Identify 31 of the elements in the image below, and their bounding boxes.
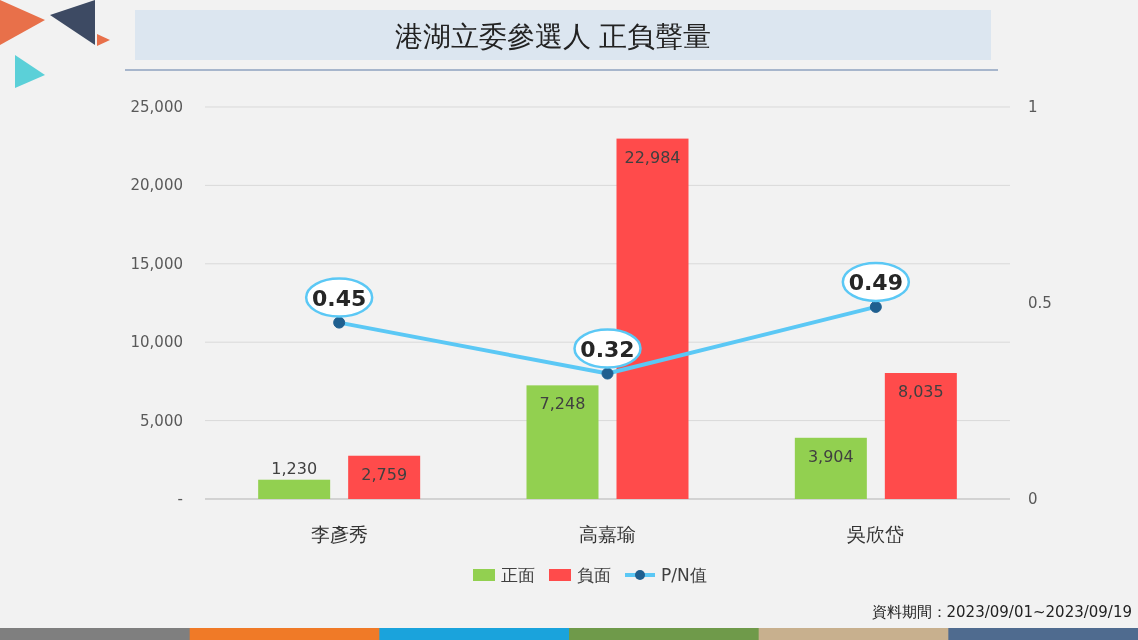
data-label: 8,035 [897, 382, 944, 402]
y2-tick-label: 0.5 [1028, 294, 1052, 312]
chart-title: 港湖立委參選人 正負聲量 [394, 20, 712, 53]
bar [884, 373, 957, 499]
y-tick-label: 15,000 [130, 254, 183, 273]
bar [258, 479, 331, 499]
x-tick-label: 高嘉瑜 [579, 523, 636, 545]
data-label: 0.49 [848, 269, 903, 295]
data-label: 7,248 [539, 394, 586, 414]
data-label: 2,759 [361, 464, 408, 484]
y2-tick-label: 1 [1028, 98, 1038, 116]
legend-label: P/N值 [661, 565, 707, 585]
legend-label: 正面 [501, 565, 535, 585]
y2-tick-label: 0 [1028, 490, 1038, 508]
data-label: 22,984 [624, 147, 681, 167]
y-tick-label: 20,000 [130, 176, 183, 195]
y-tick-label: 5,000 [140, 411, 183, 430]
bar [348, 455, 421, 499]
x-tick-label: 李彥秀 [310, 523, 368, 545]
y-tick-label: 10,000 [130, 333, 183, 352]
data-label: 3,904 [807, 446, 854, 466]
y-tick-label: - [177, 490, 183, 508]
data-label: 0.45 [312, 285, 367, 311]
text: 資料期間：2023/09/01~2023/09/19 [871, 603, 1132, 621]
x-tick-label: 吳欣岱 [847, 523, 905, 545]
bar [794, 437, 867, 499]
bar [526, 385, 599, 499]
legend-label: 負面 [577, 565, 611, 585]
data-label: 1,230 [271, 458, 318, 478]
data-label: 0.32 [580, 336, 635, 362]
y-tick-label: 25,000 [130, 98, 183, 116]
